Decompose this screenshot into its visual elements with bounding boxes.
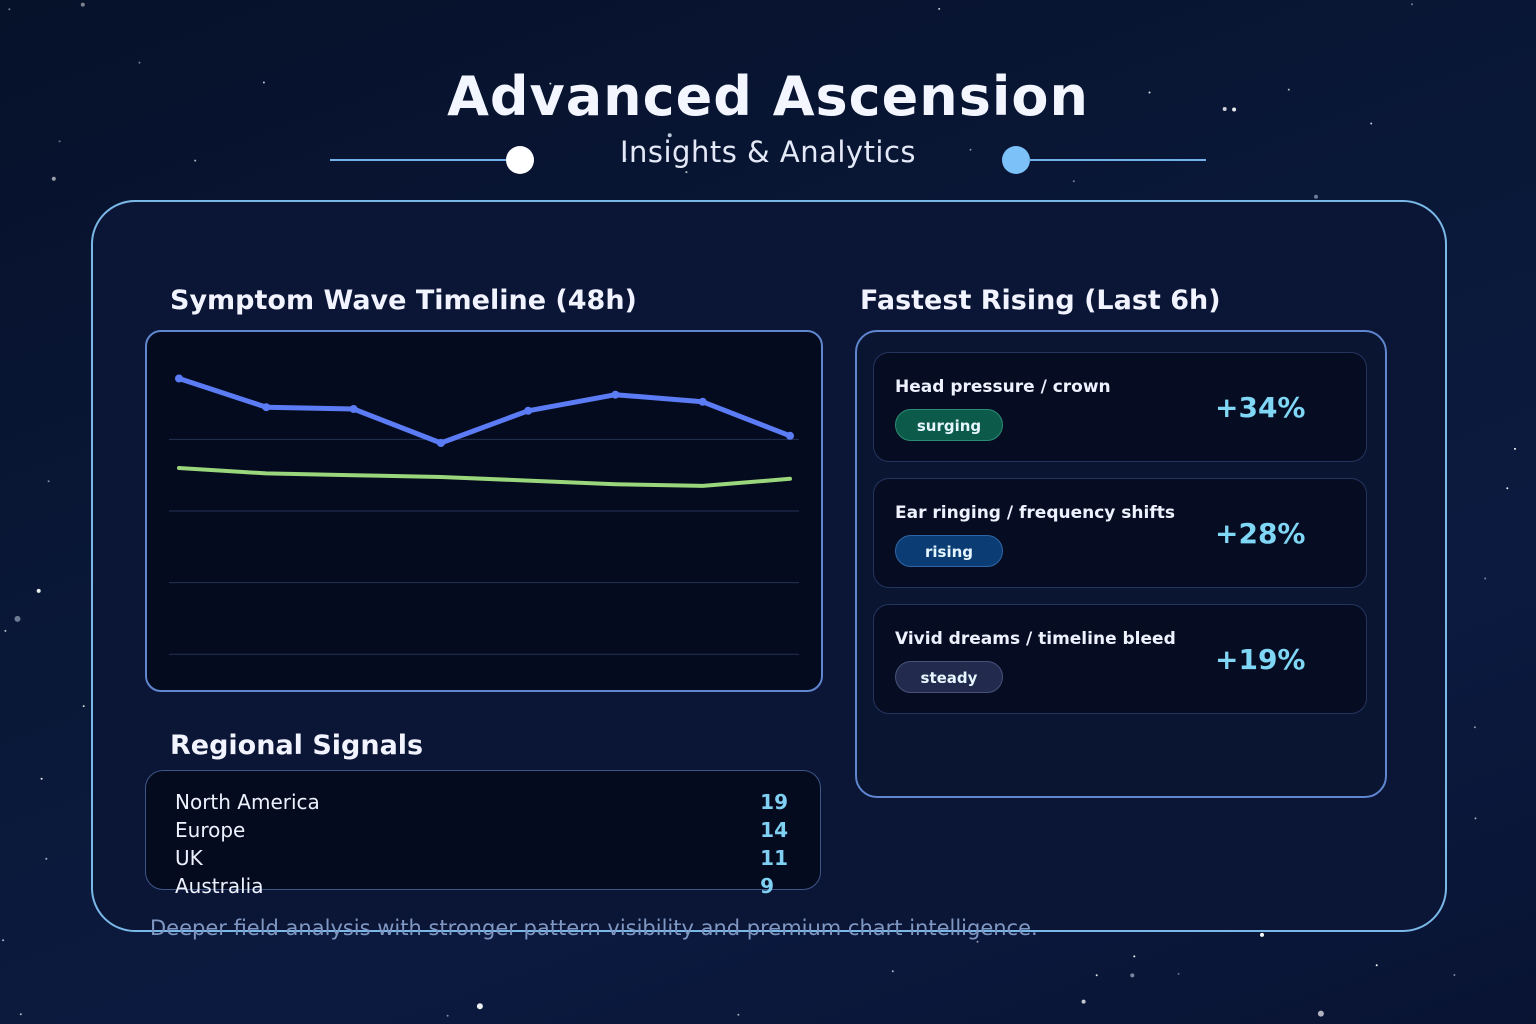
star xyxy=(1484,577,1487,580)
change-percent: +34% xyxy=(1215,391,1306,424)
star xyxy=(40,777,43,780)
star xyxy=(1411,3,1413,6)
status-badge: steady xyxy=(895,661,1003,693)
star xyxy=(1177,972,1180,975)
region-row-north-america: North America 19 xyxy=(175,789,788,817)
star xyxy=(1222,107,1227,111)
star xyxy=(8,8,11,11)
star xyxy=(82,705,85,708)
star xyxy=(1095,974,1098,977)
symptom-label: Head pressure / crown xyxy=(895,377,1111,397)
star xyxy=(80,2,85,7)
star xyxy=(1317,1010,1324,1017)
region-value: 14 xyxy=(760,818,788,842)
star xyxy=(1072,180,1075,183)
star xyxy=(1453,974,1456,976)
fastest-rising-title: Fastest Rising (Last 6h) xyxy=(860,285,1221,316)
header: Advanced Ascension Insights & Analytics xyxy=(0,0,1536,200)
star xyxy=(549,82,552,85)
star xyxy=(1474,817,1477,820)
star xyxy=(476,1003,483,1010)
regional-signals-list xyxy=(145,770,821,890)
star xyxy=(685,171,688,174)
left-divider-line xyxy=(330,159,510,161)
data-point xyxy=(175,374,183,383)
star xyxy=(1473,726,1476,729)
rising-card-ear-ringing[interactable]: Ear ringing / frequency shifts rising +2… xyxy=(873,478,1367,588)
star xyxy=(1287,88,1290,91)
regional-signals-title: Regional Signals xyxy=(170,730,424,761)
star xyxy=(19,1013,22,1016)
symptom-label: Ear ringing / frequency shifts xyxy=(895,503,1175,523)
star xyxy=(4,629,7,632)
star xyxy=(14,615,21,622)
region-value: 9 xyxy=(760,874,774,898)
left-divider-dot xyxy=(506,146,534,174)
star xyxy=(969,148,972,151)
page-subtitle: Insights & Analytics xyxy=(619,135,917,169)
star xyxy=(1260,932,1264,937)
data-point xyxy=(349,405,358,413)
series-line-1 xyxy=(176,376,793,446)
region-name: Australia xyxy=(175,874,264,898)
star xyxy=(1130,973,1135,978)
region-value: 19 xyxy=(760,790,788,814)
star xyxy=(51,176,56,181)
symptom-label: Vivid dreams / timeline bleed xyxy=(895,629,1176,649)
change-percent: +19% xyxy=(1215,643,1306,676)
star xyxy=(667,133,672,138)
data-point xyxy=(524,406,533,415)
data-point xyxy=(262,403,271,412)
symptom-wave-svg xyxy=(169,374,799,655)
star xyxy=(624,158,627,161)
right-divider-line xyxy=(1028,159,1206,161)
region-row-uk: UK 11 xyxy=(175,845,788,873)
star xyxy=(446,1014,449,1017)
star xyxy=(938,7,941,10)
star xyxy=(1370,122,1373,125)
star xyxy=(891,970,894,973)
star xyxy=(1148,91,1151,94)
region-name: UK xyxy=(175,846,203,870)
region-name: Europe xyxy=(175,818,246,842)
star xyxy=(1133,955,1136,958)
footer-tagline: Deeper field analysis with stronger patt… xyxy=(150,916,1038,940)
data-point xyxy=(611,390,620,399)
data-point xyxy=(698,397,707,406)
rising-card-vivid-dreams[interactable]: Vivid dreams / timeline bleed steady +19… xyxy=(873,604,1367,714)
right-divider-dot xyxy=(1002,146,1030,174)
change-percent: +28% xyxy=(1215,517,1306,550)
star xyxy=(1081,999,1086,1004)
status-badge: surging xyxy=(895,409,1003,441)
symptom-wave-title: Symptom Wave Timeline (48h) xyxy=(170,285,637,316)
data-point xyxy=(786,431,794,440)
star xyxy=(2,939,5,942)
region-value: 11 xyxy=(760,846,788,870)
region-name: North America xyxy=(175,790,320,814)
star xyxy=(262,81,265,84)
status-badge: rising xyxy=(895,535,1003,567)
star xyxy=(1375,964,1378,967)
star xyxy=(194,159,197,162)
series-line-2 xyxy=(177,466,792,488)
star xyxy=(138,61,141,64)
star xyxy=(1232,107,1237,112)
region-row-europe: Europe 14 xyxy=(175,817,788,845)
star xyxy=(45,857,48,860)
star xyxy=(1514,447,1516,450)
star xyxy=(36,588,41,593)
data-point xyxy=(436,439,445,447)
star xyxy=(47,480,50,483)
star xyxy=(58,140,61,143)
star xyxy=(1314,194,1318,199)
page-title: Advanced Ascension xyxy=(447,65,1089,128)
region-row-australia: Australia 9 xyxy=(175,873,774,901)
star xyxy=(737,1013,740,1016)
symptom-wave-chart xyxy=(145,330,823,692)
star xyxy=(1506,487,1509,490)
star xyxy=(976,940,979,943)
rising-card-head-pressure[interactable]: Head pressure / crown surging +34% xyxy=(873,352,1367,462)
